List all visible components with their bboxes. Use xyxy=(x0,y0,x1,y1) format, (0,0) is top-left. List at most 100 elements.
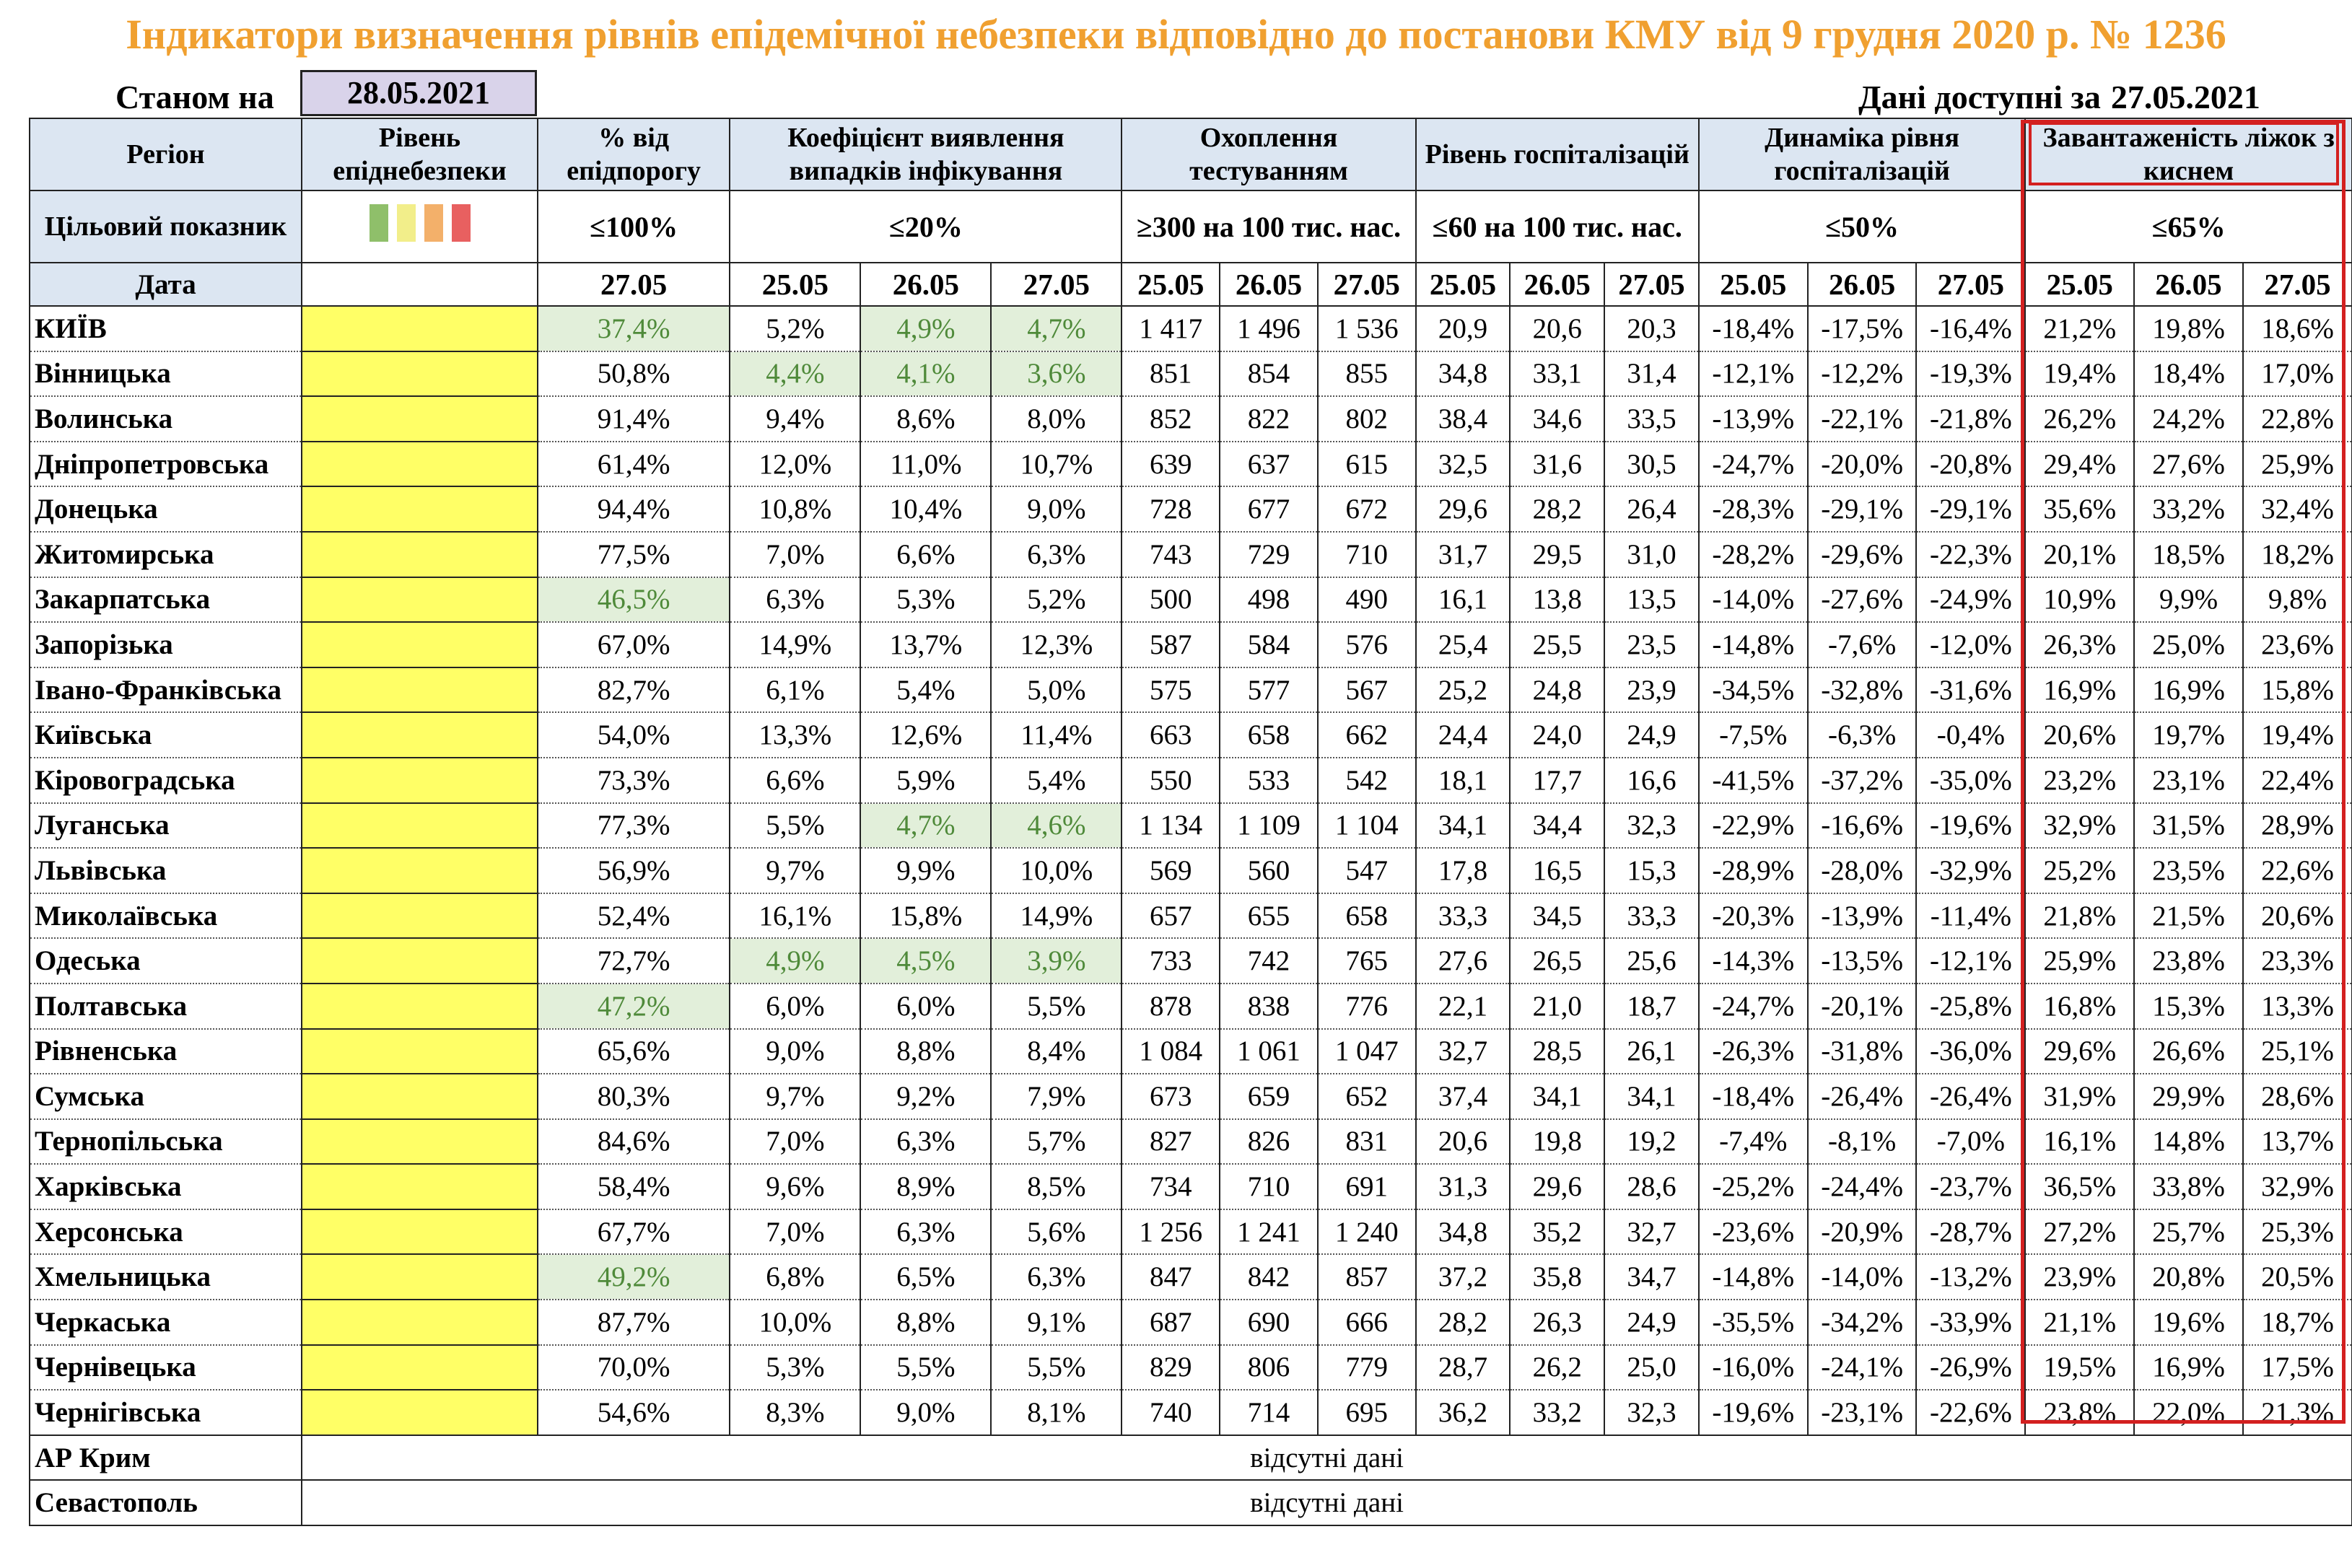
no-data-note: відсутні дані xyxy=(301,1479,2352,1527)
header-pct-threshold: % від епідпорогу xyxy=(536,118,731,191)
oxygen-beds-cell: 16,9% xyxy=(2133,667,2244,714)
detection-cell: 3,6% xyxy=(990,351,1123,398)
table-row: Житомирська 77,5% 7,0% 6,6% 6,3% 743 729 710 31,… xyxy=(28,530,2352,578)
date-cell: 25.05 xyxy=(729,262,862,307)
testing-cell: 742 xyxy=(1219,938,1319,984)
testing-cell: 1 241 xyxy=(1219,1209,1319,1256)
detection-cell: 4,5% xyxy=(860,938,992,984)
hosp-dynamics-cell: -20,9% xyxy=(1806,1209,1918,1256)
detection-cell: 9,4% xyxy=(729,396,862,442)
hosp-level-cell: 24,8 xyxy=(1509,667,1606,714)
pct-threshold-cell: 49,2% xyxy=(536,1254,731,1301)
oxygen-beds-cell: 25,9% xyxy=(2242,441,2352,488)
hosp-dynamics-cell: -28,3% xyxy=(1697,486,1809,533)
detection-cell: 8,6% xyxy=(860,396,992,442)
testing-cell: 542 xyxy=(1316,757,1417,804)
header-hosp-level: Рівень госпіталізацій xyxy=(1415,118,1700,191)
oxygen-beds-cell: 23,9% xyxy=(2024,1254,2135,1301)
hosp-dynamics-cell: -18,4% xyxy=(1697,306,1809,352)
hosp-dynamics-cell: -35,0% xyxy=(1915,757,2027,804)
target-hosp-level: ≤60 на 100 тис. нас. xyxy=(1415,190,1700,263)
pct-threshold-cell: 58,4% xyxy=(536,1164,731,1210)
detection-cell: 5,5% xyxy=(860,1344,992,1391)
detection-cell: 6,1% xyxy=(729,667,862,714)
date-cell: 27.05 xyxy=(1915,262,2027,307)
hosp-dynamics-cell: -22,1% xyxy=(1806,396,1918,442)
date-cell: 27.05 xyxy=(1316,262,1417,307)
oxygen-beds-cell: 26,2% xyxy=(2024,396,2135,442)
oxygen-beds-cell: 16,1% xyxy=(2024,1118,2135,1165)
oxygen-beds-cell: 23,3% xyxy=(2242,938,2352,984)
testing-cell: 498 xyxy=(1219,577,1319,623)
table-row: Хмельницька 49,2% 6,8% 6,5% 6,3% 847 842 857 37,… xyxy=(28,1253,2352,1301)
table-row: Донецька 94,4% 10,8% 10,4% 9,0% 728 677 672 29,6… xyxy=(28,486,2352,533)
testing-cell: 1 134 xyxy=(1121,802,1221,849)
page-title: Індикатори визначення рівнів епідемічної… xyxy=(126,11,2226,58)
testing-cell: 740 xyxy=(1121,1390,1221,1436)
hosp-dynamics-cell: -23,1% xyxy=(1806,1390,1918,1436)
testing-cell: 691 xyxy=(1316,1164,1417,1210)
oxygen-beds-cell: 21,2% xyxy=(2024,306,2135,352)
table-row: Київська 54,0% 13,3% 12,6% 11,4% 663 658 662 24,… xyxy=(28,711,2352,758)
date-cell: 26.05 xyxy=(1806,262,1918,307)
table-row: Дніпропетровська 61,4% 12,0% 11,0% 10,7% 639 6… xyxy=(28,440,2352,488)
detection-cell: 13,3% xyxy=(729,712,862,758)
detection-cell: 8,4% xyxy=(990,1028,1123,1075)
detection-cell: 5,7% xyxy=(990,1118,1123,1165)
testing-cell: 827 xyxy=(1121,1118,1221,1165)
target-row: Цільовий показник ≤100% ≤20% ≥300 на 100… xyxy=(28,190,2352,263)
oxygen-beds-cell: 9,9% xyxy=(2133,577,2244,623)
oxygen-beds-cell: 18,6% xyxy=(2242,306,2352,352)
hosp-dynamics-cell: -25,8% xyxy=(1915,983,2027,1030)
testing-cell: 806 xyxy=(1219,1344,1319,1391)
detection-cell: 9,0% xyxy=(860,1390,992,1436)
testing-cell: 1 240 xyxy=(1316,1209,1417,1256)
testing-cell: 831 xyxy=(1316,1118,1417,1165)
detection-cell: 8,1% xyxy=(990,1390,1123,1436)
detection-cell: 4,6% xyxy=(990,802,1123,849)
detection-cell: 9,0% xyxy=(990,486,1123,533)
hosp-dynamics-cell: -33,9% xyxy=(1915,1300,2027,1346)
testing-cell: 1 047 xyxy=(1316,1028,1417,1075)
oxygen-beds-cell: 31,9% xyxy=(2024,1074,2135,1120)
hosp-dynamics-cell: -20,0% xyxy=(1806,441,1918,488)
region-name: Донецька xyxy=(28,486,303,533)
pct-threshold-cell: 91,4% xyxy=(536,396,731,442)
hosp-dynamics-cell: -36,0% xyxy=(1915,1028,2027,1075)
testing-cell: 550 xyxy=(1121,757,1221,804)
status-date: 28.05.2021 xyxy=(300,70,537,116)
header-testing: Охоплення тестуванням xyxy=(1121,118,1417,191)
testing-cell: 710 xyxy=(1316,531,1417,578)
oxygen-beds-cell: 29,6% xyxy=(2024,1028,2135,1075)
region-name: Черкаська xyxy=(28,1300,303,1346)
hosp-level-cell: 16,5 xyxy=(1509,848,1606,894)
oxygen-beds-cell: 31,5% xyxy=(2133,802,2244,849)
detection-cell: 9,7% xyxy=(729,848,862,894)
hosp-dynamics-cell: -22,9% xyxy=(1697,802,1809,849)
region-name: АР Крим xyxy=(28,1434,303,1481)
oxygen-beds-cell: 20,6% xyxy=(2242,893,2352,940)
detection-cell: 9,9% xyxy=(860,848,992,894)
oxygen-beds-cell: 18,5% xyxy=(2133,531,2244,578)
hosp-level-cell: 33,3 xyxy=(1415,893,1511,940)
region-name: Івано-Франківська xyxy=(28,667,303,714)
detection-cell: 5,2% xyxy=(990,577,1123,623)
level-indicator xyxy=(301,982,538,1030)
hosp-level-cell: 29,6 xyxy=(1415,486,1511,533)
hosp-dynamics-cell: -29,6% xyxy=(1806,531,1918,578)
hosp-level-cell: 20,3 xyxy=(1604,306,1700,352)
oxygen-beds-cell: 25,1% xyxy=(2242,1028,2352,1075)
testing-cell: 659 xyxy=(1219,1074,1319,1120)
hosp-dynamics-cell: -41,5% xyxy=(1697,757,1809,804)
region-name: Луганська xyxy=(28,802,303,849)
header-level: Рівень епіднебезпеки xyxy=(301,118,538,191)
hosp-level-cell: 22,1 xyxy=(1415,983,1511,1030)
available-label-text: Дані доступні за xyxy=(1858,79,2101,115)
oxygen-beds-cell: 32,9% xyxy=(2242,1164,2352,1210)
testing-cell: 802 xyxy=(1316,396,1417,442)
hosp-dynamics-cell: -28,2% xyxy=(1697,531,1809,578)
hosp-level-cell: 13,5 xyxy=(1604,577,1700,623)
hosp-level-cell: 25,4 xyxy=(1415,622,1511,668)
hosp-level-cell: 23,9 xyxy=(1604,667,1700,714)
detection-cell: 5,6% xyxy=(990,1209,1123,1256)
